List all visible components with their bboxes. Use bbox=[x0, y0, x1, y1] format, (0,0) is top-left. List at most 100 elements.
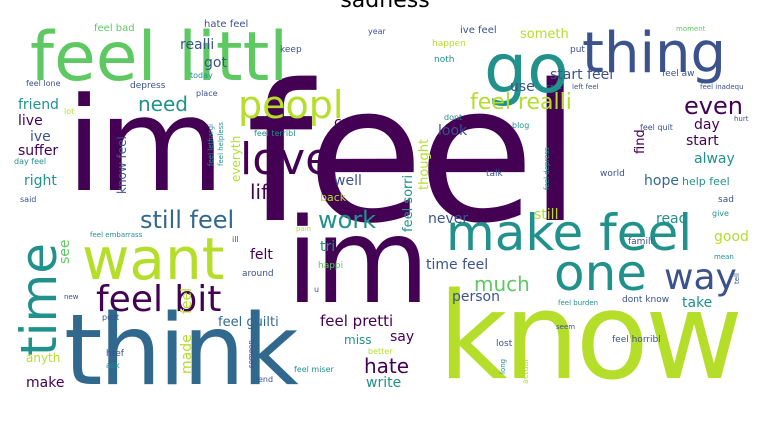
word-feel-miser: feel miser bbox=[294, 365, 334, 374]
word-u: u bbox=[314, 285, 320, 294]
word-go: go bbox=[484, 30, 569, 109]
word-hurt: hurt bbox=[734, 115, 749, 123]
word-look: look bbox=[438, 123, 468, 139]
word-feel-bit: feel bit bbox=[96, 279, 222, 320]
word-make: make bbox=[26, 375, 65, 388]
word-thought: thought bbox=[417, 138, 432, 190]
word-year: year bbox=[368, 27, 386, 36]
word-need: need bbox=[138, 92, 188, 116]
word-feel-lone: feel lone bbox=[26, 79, 61, 88]
chart-title: sadness bbox=[340, 0, 430, 13]
word-sad: sad bbox=[718, 195, 734, 205]
word-ill: ill bbox=[232, 235, 239, 244]
word-hate: hate bbox=[364, 354, 410, 378]
word-happen: happen bbox=[432, 39, 466, 49]
word-everyth: everyth bbox=[229, 135, 243, 182]
word-feel-littl: feel littl bbox=[30, 18, 289, 97]
word-feel-sorri: feel sorri bbox=[401, 174, 416, 232]
word-day-feel: day feel bbox=[14, 157, 47, 166]
word-tell: tell bbox=[733, 273, 741, 284]
word-feel-aw: feel aw bbox=[662, 69, 695, 79]
word-seem: seem bbox=[556, 323, 576, 331]
word-end: end bbox=[258, 375, 274, 384]
word-alway: alway bbox=[694, 151, 735, 167]
word-felt: felt bbox=[250, 247, 273, 263]
word-put: put bbox=[570, 45, 585, 55]
word-feel-embarrass: feel embarrass bbox=[90, 231, 143, 239]
word-peopl: peopl bbox=[238, 83, 344, 127]
word-feel-depress: feel depress bbox=[543, 147, 551, 190]
word-href: href bbox=[106, 349, 124, 359]
word-left-feel: left feel bbox=[572, 83, 599, 91]
word-better: better bbox=[368, 347, 393, 356]
word-feel-pretti: feel pretti bbox=[320, 312, 394, 330]
word-feel-quit: feel quit bbox=[640, 123, 673, 132]
word-someth: someth bbox=[520, 27, 569, 42]
word-today: today bbox=[190, 71, 213, 80]
word-someon: someon bbox=[247, 340, 255, 368]
word-well: well bbox=[334, 173, 362, 189]
word-write: write bbox=[366, 375, 402, 388]
word-hope: hope bbox=[644, 173, 679, 189]
word-miss: miss bbox=[344, 333, 372, 347]
word-long: long bbox=[499, 358, 507, 374]
word-pain: pain bbox=[296, 225, 312, 233]
word-feel: feel bbox=[246, 44, 581, 265]
word-use: use bbox=[510, 79, 535, 95]
word-lot: lot bbox=[64, 107, 75, 116]
word-noth: noth bbox=[434, 55, 455, 65]
word-thing: thing bbox=[582, 21, 727, 86]
word-tri: tri bbox=[320, 239, 336, 255]
word-want: want bbox=[82, 225, 225, 293]
word-friend: friend bbox=[18, 97, 59, 113]
word-person: person bbox=[452, 289, 500, 305]
word-never: never bbox=[428, 211, 469, 227]
word-ive: ive bbox=[30, 129, 51, 145]
word-back: back bbox=[320, 191, 347, 204]
word-give: give bbox=[712, 209, 729, 218]
word-feel-small: feel bbox=[179, 287, 195, 314]
word-keep: keep bbox=[280, 45, 302, 55]
word-mean: mean bbox=[714, 253, 734, 261]
word-see: see bbox=[57, 239, 73, 264]
word-actual: actual bbox=[521, 359, 530, 384]
word-day: day bbox=[694, 117, 720, 133]
word-blog: blog bbox=[512, 121, 530, 130]
word-feel-inadequ: feel inadequ bbox=[700, 83, 744, 91]
word-feel-terribl: feel terribl bbox=[254, 129, 296, 138]
word-ive-feel: ive feel bbox=[460, 25, 497, 36]
word-im: im bbox=[66, 69, 225, 221]
word-feel-bad: feel bad bbox=[94, 23, 135, 34]
word-feel-lethargi: feel lethargi bbox=[207, 123, 215, 166]
word-talk: talk bbox=[486, 169, 503, 179]
word-suffer: suffer bbox=[18, 143, 59, 159]
word-new: new bbox=[64, 293, 79, 301]
word-love: love bbox=[240, 134, 333, 185]
word-work: work bbox=[318, 206, 377, 234]
word-right: right bbox=[24, 173, 57, 189]
word-feel-realli: feel realli bbox=[470, 90, 572, 115]
word-lost: lost bbox=[496, 339, 513, 349]
word-place: place bbox=[196, 89, 218, 98]
word-still-feel: still feel bbox=[140, 206, 235, 234]
word-feel-helpless: feel helpless bbox=[217, 122, 225, 166]
word-start-feel: start feel bbox=[550, 67, 614, 83]
word-hate-feel: hate feel bbox=[204, 19, 249, 30]
word-still: still bbox=[534, 207, 559, 223]
word-say: say bbox=[390, 329, 415, 345]
word-life: life bbox=[250, 180, 281, 204]
word-post: post bbox=[102, 313, 120, 322]
word-find: find bbox=[633, 129, 648, 154]
word-know: know bbox=[438, 268, 743, 389]
word-im-2: im bbox=[286, 192, 430, 330]
word-got: got bbox=[204, 55, 227, 71]
word-time-feel: time feel bbox=[426, 257, 489, 273]
word-world: world bbox=[600, 169, 625, 179]
word-moment: moment bbox=[676, 25, 706, 33]
word-said: said bbox=[20, 195, 37, 204]
word-realli: realli bbox=[180, 37, 215, 53]
word-cloud: feel im know think im feel littl go thin… bbox=[14, 14, 756, 388]
word-one: one bbox=[554, 244, 648, 302]
word-think: think bbox=[64, 294, 299, 388]
word-depress: depress bbox=[130, 81, 166, 91]
